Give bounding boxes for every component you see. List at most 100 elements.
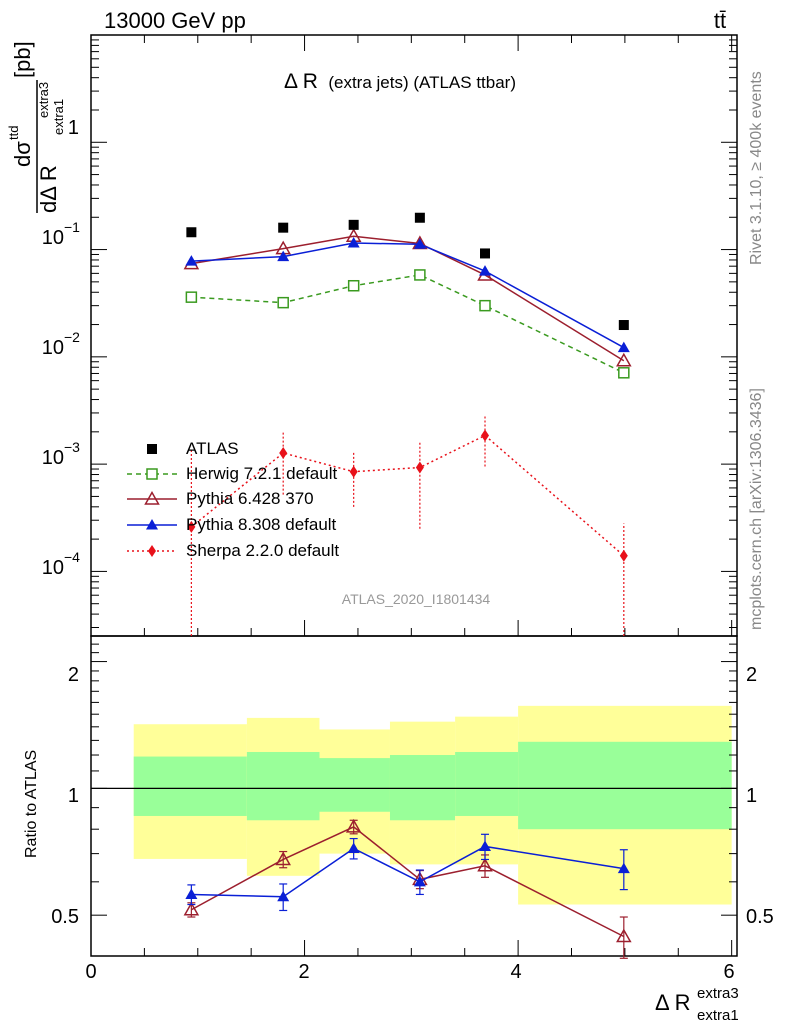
data-point-herwig-1: [277, 296, 289, 309]
ytick-label-0.1: 10: [42, 227, 64, 249]
data-point-herwig-2: [347, 279, 360, 292]
ytick-label-0.001: 10: [42, 447, 64, 469]
series-line-herwig: [191, 274, 625, 374]
data-point-sherpa-4: [481, 429, 490, 442]
legend-label-pythia6: Pythia 6.428 370: [186, 489, 314, 508]
data-point-pythia8-1: [277, 250, 290, 262]
ratio-bands: [133, 705, 732, 905]
ratio-y-tick-labels-left: 0.5 1 2: [51, 664, 79, 928]
plot-title-sub: (extra jets) (ATLAS ttbar): [328, 73, 516, 92]
ratio-line-pythia6: [191, 826, 625, 938]
ytick-label-0.0001-exp: −4: [64, 549, 80, 565]
xtick-label-0: 0: [85, 961, 96, 983]
ylabel-ratio: Ratio to ATLAS: [23, 750, 40, 858]
data-point-atlas-0: [186, 227, 197, 238]
main-series-layer: [183, 212, 632, 636]
data-point-sherpa-0: [187, 520, 196, 533]
ratio-tick-label-0.5-left: 0.5: [51, 906, 79, 928]
ratio-point-pythia8-1: [277, 890, 290, 902]
legend-label-atlas: ATLAS: [186, 439, 239, 458]
ratio-band-inner-3: [389, 755, 456, 821]
data-point-atlas-4: [480, 248, 491, 259]
legend-label-herwig: Herwig 7.2.1 default: [186, 464, 337, 483]
xlabel-sub: extra1: [697, 1007, 739, 1024]
mcplots-label: mcplots.cern.ch [arXiv:1306.3436]: [748, 388, 765, 630]
data-point-sherpa-1: [279, 446, 288, 459]
ylabel-denominator: dΔ R: [36, 165, 61, 213]
xlabel-sup: extra3: [697, 985, 739, 1002]
plot-title: Δ R (extra jets) (ATLAS ttbar): [284, 70, 516, 93]
process-label: tt̄: [714, 8, 726, 33]
ratio-y-tick-labels-right: 0.5 1 2: [746, 664, 774, 928]
ytick-label-0.01-exp: −2: [64, 329, 80, 345]
ylabel-numerator-sup: ttd: [6, 126, 21, 140]
ratio-point-pythia6-1: [275, 851, 291, 866]
analysis-id: ATLAS_2020_I1801434: [342, 591, 491, 607]
legend-marker-sherpa: [148, 545, 156, 557]
ratio-point-pythia8-5: [617, 862, 630, 874]
ratio-tick-label-2-right: 2: [746, 664, 757, 686]
data-point-pythia8-5: [617, 341, 630, 353]
ytick-label-0.001-base: 10: [42, 447, 64, 469]
series-line-pythia6: [191, 235, 625, 362]
series-line-sherpa: [190, 434, 625, 557]
data-point-pythia8-3: [413, 238, 426, 249]
data-point-sherpa-2: [349, 465, 358, 478]
x-tick-labels: 0 2 4 6: [85, 961, 734, 983]
legend-marker-atlas: [147, 444, 157, 454]
ytick-label-0.1-base: 10: [42, 227, 64, 249]
ratio-band-inner-1: [246, 751, 320, 821]
ytick-label-0.01: 10: [42, 337, 64, 359]
legend-label-pythia8: Pythia 8.308 default: [186, 515, 337, 534]
ytick-label-0.0001-base: 10: [42, 557, 64, 579]
ratio-tick-label-1-left: 1: [68, 785, 79, 807]
ratio-line-pythia8: [191, 845, 624, 898]
energy-label: 13000 GeV pp: [104, 8, 246, 33]
ratio-point-pythia6-5: [616, 928, 632, 943]
ylabel-top: dσ ttd dΔ R extra1 extra3 [pb]: [6, 41, 66, 213]
ratio-tick-label-2-left: 2: [68, 664, 79, 686]
data-point-herwig-0: [185, 291, 198, 303]
ratio-band-inner-2: [319, 758, 390, 812]
data-point-atlas-3: [414, 212, 425, 223]
ytick-label-1: 1: [68, 117, 79, 139]
ratio-point-pythia8-3: [413, 875, 426, 887]
ratio-band-inner-0: [133, 756, 247, 816]
xlabel-main: Δ R: [655, 990, 690, 1015]
ratio-band-inner-4: [455, 751, 519, 816]
ytick-label-1-base: 1: [68, 117, 79, 139]
xtick-label-4: 4: [510, 961, 521, 983]
ratio-tick-label-1-right: 1: [746, 785, 757, 807]
data-point-sherpa-5: [619, 549, 628, 562]
legend-marker-herwig: [146, 468, 158, 480]
ytick-label-0.1-exp: −1: [64, 219, 80, 235]
ratio-point-pythia6-4: [477, 857, 493, 872]
ratio-point-pythia8-2: [347, 842, 360, 853]
series-line-pythia8: [191, 242, 625, 349]
data-point-pythia6-5: [616, 352, 632, 367]
ylabel-denominator-sub: extra1: [51, 99, 66, 135]
top-y-tick-labels: 1 10 −1 10 −2 10 −3 10 −4: [42, 117, 80, 579]
xtick-label-6: 6: [723, 961, 734, 983]
ratio-point-pythia6-0: [183, 901, 200, 916]
data-point-pythia8-4: [479, 265, 492, 276]
ylabel-numerator: dσ: [10, 141, 35, 167]
data-point-atlas-1: [278, 222, 289, 233]
ratio-point-pythia8-0: [185, 888, 198, 899]
xlabel: Δ R extra3 extra1: [655, 985, 739, 1024]
data-point-herwig-5: [618, 367, 630, 379]
data-point-atlas-2: [348, 219, 359, 230]
rivet-version-label: Rivet 3.1.10, ≥ 400k events: [748, 71, 765, 265]
data-point-herwig-4: [479, 299, 491, 312]
legend-marker-pythia6: [144, 490, 160, 505]
ratio-series-layer: [183, 818, 632, 959]
ytick-label-0.001-exp: −3: [64, 439, 80, 455]
legend-label-sherpa: Sherpa 2.2.0 default: [186, 541, 339, 560]
data-point-pythia8-0: [185, 255, 198, 266]
ratio-tick-label-0.5-right: 0.5: [746, 906, 774, 928]
plot-title-main: Δ R: [284, 70, 318, 93]
xtick-label-2: 2: [298, 961, 309, 983]
data-point-atlas-5: [618, 320, 629, 331]
ratio-band-inner-5: [518, 741, 732, 830]
